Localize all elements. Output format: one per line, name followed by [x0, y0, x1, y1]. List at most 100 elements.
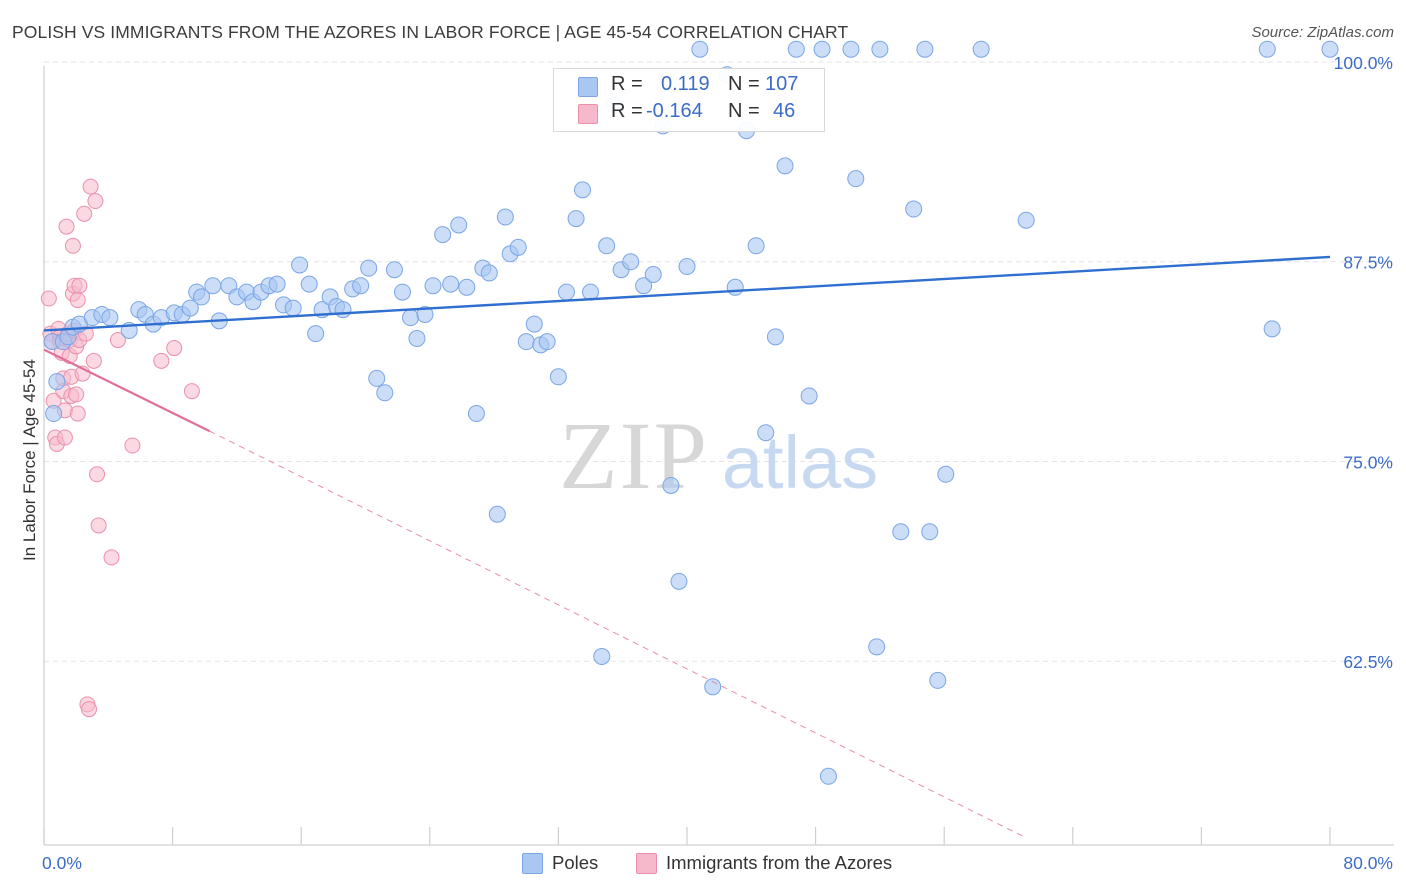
y-tick-label: 100.0% — [1334, 53, 1393, 73]
watermark: ZIP atlas — [559, 402, 878, 509]
r-value: 0.119 — [661, 73, 710, 95]
poles-point — [842, 40, 860, 58]
poles-point — [567, 210, 585, 228]
poles-point — [1263, 320, 1281, 338]
source-label: Source: ZipAtlas.com — [1251, 24, 1394, 41]
poles-point — [622, 253, 640, 271]
azores-legend-label: Immigrants from the Azores — [666, 852, 893, 873]
poles-point — [496, 208, 514, 226]
poles-point — [352, 277, 370, 295]
azores-legend-swatch — [636, 853, 657, 874]
poles-point — [450, 216, 468, 234]
poles-point — [424, 277, 442, 295]
poles-point — [871, 40, 889, 58]
tick-labels: 62.5% 75.0% 87.5% 100.0% 0.0% 80.0% — [42, 53, 1393, 873]
poles-point — [368, 369, 386, 387]
y-tick-label: 87.5% — [1343, 253, 1393, 273]
poles-point — [467, 405, 485, 423]
poles-points — [43, 40, 1339, 785]
azores-point — [58, 218, 75, 235]
poles-point — [905, 200, 923, 218]
poles-point — [787, 40, 805, 58]
x-tick-label: 80.0% — [1343, 853, 1393, 873]
azores-point — [76, 205, 93, 222]
trend-lines — [43, 255, 1331, 838]
watermark-atlas: atlas — [722, 421, 878, 504]
azores-point — [87, 193, 104, 210]
poles-point — [525, 315, 543, 333]
poles-point — [847, 170, 865, 188]
poles-point — [480, 264, 498, 282]
poles-point — [300, 275, 318, 293]
poles-point — [488, 505, 506, 523]
azores-point — [40, 290, 57, 307]
x-tick-label: 0.0% — [42, 853, 82, 873]
poles-point — [557, 283, 575, 301]
poles-point — [204, 277, 222, 295]
poles-point — [509, 238, 527, 256]
n-value: 46 — [773, 100, 796, 122]
poles-point — [408, 329, 426, 347]
azores-point — [89, 466, 106, 483]
poles-point — [48, 373, 66, 391]
poles-point — [181, 299, 199, 317]
azores-point — [153, 352, 170, 369]
azores-point — [69, 292, 86, 309]
poles-point — [678, 258, 696, 276]
azores-point — [69, 405, 86, 422]
poles-point — [1321, 40, 1339, 58]
poles-point — [517, 333, 535, 351]
poles-point — [1258, 40, 1276, 58]
poles-point — [937, 465, 955, 483]
poles-point — [101, 309, 119, 327]
azores-point — [183, 383, 200, 400]
poles-point — [800, 387, 818, 405]
poles-point — [868, 638, 886, 656]
r-value: -0.164 — [646, 100, 703, 122]
chart-title: POLISH VS IMMIGRANTS FROM THE AZORES IN … — [12, 22, 849, 42]
poles-point — [393, 283, 411, 301]
poles-point — [385, 261, 403, 279]
azores-point — [103, 549, 120, 566]
azores-point — [82, 178, 99, 195]
legend-row-azores: R = -0.164 N = 46 — [554, 100, 824, 128]
poles-point — [972, 40, 990, 58]
poles-point — [776, 157, 794, 175]
n-value: 107 — [765, 73, 799, 95]
poles-point — [416, 305, 434, 323]
azores-point — [56, 429, 73, 446]
legend-row-poles: R = 0.119 N = 107 — [554, 73, 824, 101]
grid-lines — [44, 61, 1394, 662]
azores-point — [68, 386, 85, 403]
n-label: N = — [728, 73, 760, 95]
y-tick-label: 75.0% — [1343, 452, 1393, 472]
poles-point — [549, 368, 567, 386]
poles-point — [726, 278, 744, 296]
poles-point — [598, 237, 616, 255]
azores-trend-line — [43, 348, 211, 433]
n-label: N = — [728, 100, 760, 122]
watermark-zip: ZIP — [559, 402, 709, 509]
azores-point — [166, 340, 183, 357]
poles-point — [644, 266, 662, 284]
poles-point — [193, 288, 211, 306]
azores-point — [71, 277, 88, 294]
poles-point — [747, 237, 765, 255]
azores-point — [109, 332, 126, 349]
poles-point — [691, 40, 709, 58]
poles-point — [538, 333, 556, 351]
poles-point — [574, 181, 592, 199]
azores-points — [40, 178, 200, 718]
azores-swatch — [578, 104, 598, 124]
azores-trend-extension — [209, 430, 1025, 838]
poles-trend-line — [43, 255, 1331, 332]
r-label: R = — [611, 73, 643, 95]
series-legend: Poles Immigrants from the Azores — [0, 852, 1406, 878]
poles-point — [1017, 211, 1035, 229]
poles-point — [670, 572, 688, 590]
poles-point — [766, 328, 784, 346]
azores-point — [90, 517, 107, 534]
poles-point — [376, 384, 394, 402]
poles-point — [662, 476, 680, 494]
poles-point — [360, 259, 378, 277]
